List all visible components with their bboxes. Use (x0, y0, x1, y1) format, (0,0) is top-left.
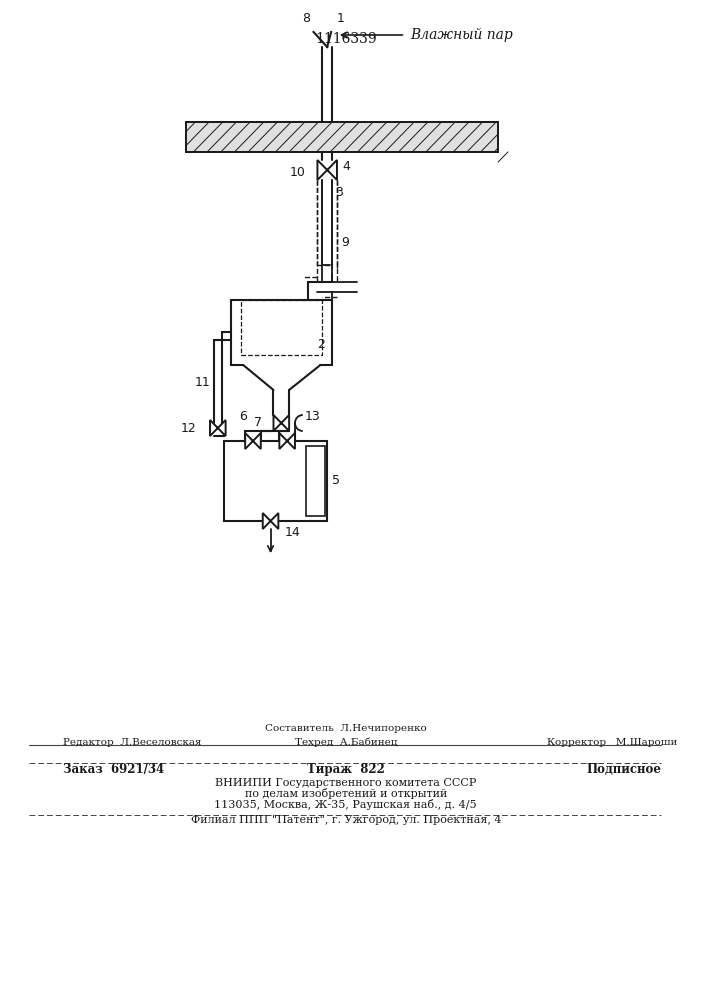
Bar (223, 441, 327, 521)
Text: Подписное: Подписное (586, 763, 661, 776)
Text: 5: 5 (332, 475, 340, 488)
Text: 8: 8 (302, 12, 310, 25)
Text: 9: 9 (341, 236, 349, 249)
Text: ВНИИПИ Государственного комитета СССР: ВНИИПИ Государственного комитета СССР (215, 778, 477, 788)
Text: Составитель  Л.Нечипоренко: Составитель Л.Нечипоренко (265, 724, 426, 733)
Text: 113035, Москва, Ж-35, Раушская наб., д. 4/5: 113035, Москва, Ж-35, Раушская наб., д. … (214, 799, 477, 810)
Text: 1116339: 1116339 (315, 32, 377, 46)
Polygon shape (245, 433, 261, 449)
Text: 12: 12 (180, 422, 197, 434)
Text: 6: 6 (239, 410, 247, 423)
Polygon shape (210, 420, 226, 436)
Polygon shape (317, 160, 337, 180)
Text: Тираж  822: Тираж 822 (307, 763, 385, 776)
Text: 10: 10 (290, 166, 305, 180)
Text: 1: 1 (337, 12, 345, 25)
Polygon shape (274, 415, 289, 431)
Text: 11: 11 (194, 375, 210, 388)
Text: Влажный пар: Влажный пар (410, 28, 513, 42)
Bar (241, 300, 322, 355)
Text: Техред  А.Бабинец: Техред А.Бабинец (295, 738, 397, 747)
Text: Филиал ППП "Патент", г. Ужгород, ул. Проектная, 4: Филиал ППП "Патент", г. Ужгород, ул. Про… (190, 815, 501, 825)
Text: 3: 3 (335, 186, 343, 200)
Text: 13: 13 (305, 410, 320, 423)
Text: Редактор  Л.Веселовская: Редактор Л.Веселовская (64, 738, 202, 747)
Text: по делам изобретений и открытий: по делам изобретений и открытий (245, 788, 447, 799)
Text: 4: 4 (343, 160, 351, 174)
Text: Заказ  6921/34: Заказ 6921/34 (64, 763, 165, 776)
Polygon shape (263, 513, 279, 529)
Polygon shape (279, 433, 295, 449)
Text: Корректор   М.Шароши: Корректор М.Шароши (547, 738, 677, 747)
Text: 14: 14 (284, 526, 300, 539)
Text: 2: 2 (317, 338, 325, 352)
Bar (185, 122, 498, 152)
Text: 7: 7 (254, 416, 262, 430)
Bar (305, 446, 325, 516)
